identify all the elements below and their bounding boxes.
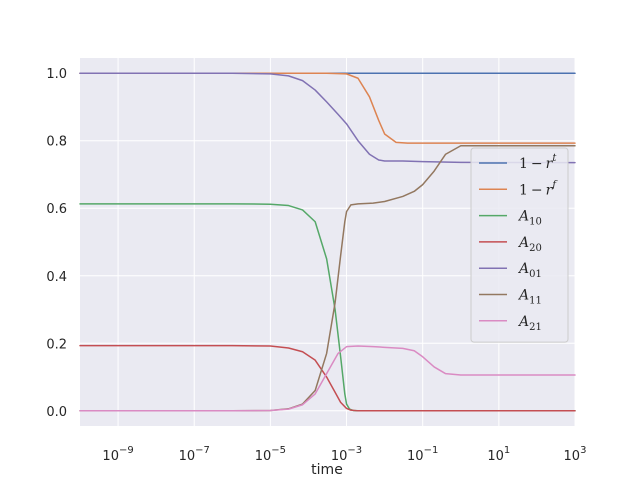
x-tick-label: 103: [564, 445, 587, 464]
y-tick-label: 0.8: [46, 135, 67, 150]
x-axis-label: time: [311, 462, 343, 478]
x-tick-label: 101: [487, 445, 510, 464]
legend-label: A10: [517, 209, 542, 228]
series-line: [79, 72, 576, 164]
legend: 1− rt 1− rf A10 A20 A01 A11 A21: [470, 147, 569, 343]
legend-label: A01: [517, 261, 542, 280]
legend-label: A20: [517, 235, 542, 254]
y-tick-label: 0.4: [46, 270, 67, 285]
y-tick-label: 0.0: [46, 405, 67, 420]
series-line: [79, 344, 576, 412]
legend-label: 1− rt: [519, 153, 557, 172]
x-tick-label: 10−3: [331, 445, 362, 464]
x-tick-label: 10−1: [407, 445, 438, 464]
legend-label: A21: [517, 314, 542, 333]
y-tick-label: 0.2: [46, 337, 67, 352]
x-tick-label: 10−9: [102, 445, 133, 464]
y-axis-ticks: 0.0 0.2 0.4 0.6 0.8 1.0: [46, 67, 67, 420]
series-line: [79, 345, 576, 412]
legend-box: [470, 147, 569, 343]
x-tick-label: 10−7: [179, 445, 210, 464]
y-tick-label: 0.6: [46, 202, 67, 217]
series-lines: [79, 72, 576, 412]
legend-label: A11: [517, 288, 542, 307]
legend-label: 1− rf: [519, 179, 558, 198]
x-tick-label: 10−5: [255, 445, 286, 464]
series-line: [79, 72, 576, 144]
y-tick-label: 1.0: [46, 67, 67, 82]
x-axis-ticks: 10−9 10−7 10−5 10−3 10−1 101 103: [102, 445, 586, 464]
